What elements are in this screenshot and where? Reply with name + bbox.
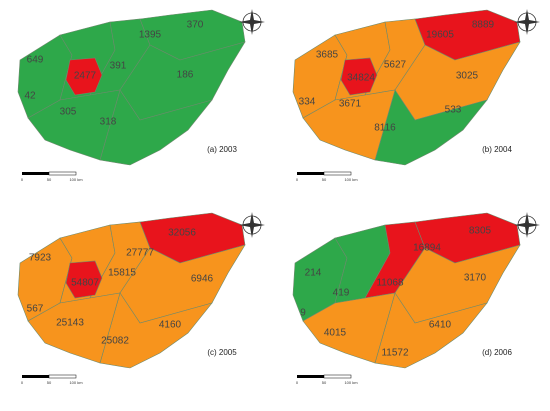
scale-bar	[21, 374, 77, 379]
panel-a: 649 2477 391 1395 370 186 42 305 318 (a) 2003 0 50 1…	[17, 8, 266, 182]
region-value: 6410	[429, 320, 452, 331]
scale-label: 0	[21, 177, 24, 182]
caption: (d) 2006	[482, 348, 512, 357]
region-value: 3685	[316, 50, 339, 61]
scale-label: 0	[21, 380, 24, 385]
region-value: 54807	[71, 278, 99, 289]
scale-label: 50	[322, 380, 327, 385]
scale-bar	[296, 374, 352, 379]
scale-label: 0	[296, 380, 299, 385]
region-value: 533	[445, 105, 462, 116]
scale-label: 50	[322, 177, 327, 182]
scale-bar	[296, 171, 352, 176]
scale-label: 0	[296, 177, 299, 182]
region-value: 1395	[139, 30, 162, 41]
region-value: 649	[27, 55, 44, 66]
scale-label: 100 km	[344, 380, 358, 385]
scale-label: 50	[47, 380, 52, 385]
region-value: 8116	[374, 123, 396, 134]
region-value: 19605	[426, 30, 454, 41]
region-value: 11572	[381, 348, 409, 359]
region-value: 4160	[159, 320, 182, 331]
region-value: 567	[27, 304, 44, 315]
region-value: 11068	[376, 278, 404, 289]
region-value: 3025	[456, 71, 479, 82]
region-value: 8889	[472, 20, 495, 31]
region-value: 6946	[191, 274, 214, 285]
scale-bar	[21, 171, 77, 176]
scale-label: 100 km	[69, 177, 83, 182]
region-value: 27777	[126, 248, 154, 259]
panel-d: 16894 8305 214 419 11068 3170 9 4015 6410 11572 (d…	[292, 211, 541, 385]
region-value: 305	[60, 107, 77, 118]
panel-b: 19605 8889 3685 5627 3025 34824 334 3671 8116 533…	[292, 8, 541, 182]
region-value: 8305	[469, 226, 492, 237]
region-value: 214	[305, 268, 322, 279]
region-value: 25082	[101, 336, 129, 347]
caption: (b) 2004	[482, 145, 512, 154]
scale-label: 100 km	[344, 177, 358, 182]
region-value: 419	[333, 288, 350, 299]
region-value: 391	[110, 61, 127, 72]
region-value: 42	[24, 91, 36, 102]
scale-label: 50	[47, 177, 52, 182]
region-value: 15815	[108, 268, 136, 279]
region-value: 32056	[168, 228, 196, 239]
scale-label: 100 km	[69, 380, 83, 385]
region-value: 9	[300, 308, 306, 319]
caption: (c) 2005	[207, 348, 237, 357]
region-value: 3671	[339, 99, 362, 110]
region-value: 3170	[464, 273, 487, 284]
region-value: 334	[299, 97, 316, 108]
region-value: 2477	[74, 71, 97, 82]
region-value: 25143	[56, 318, 84, 329]
caption: (a) 2003	[207, 145, 237, 154]
region-value: 34824	[347, 73, 375, 84]
region-value: 5627	[384, 60, 407, 71]
region-value: 318	[100, 117, 117, 128]
panel-c: 32056 27777 7923 15815 6946 54807 567 25143 2508…	[17, 211, 266, 385]
region-value: 186	[177, 70, 194, 81]
region-value: 16894	[413, 243, 441, 254]
region-value: 370	[187, 20, 204, 31]
region-value: 4015	[324, 328, 347, 339]
region-value: 7923	[29, 253, 52, 264]
